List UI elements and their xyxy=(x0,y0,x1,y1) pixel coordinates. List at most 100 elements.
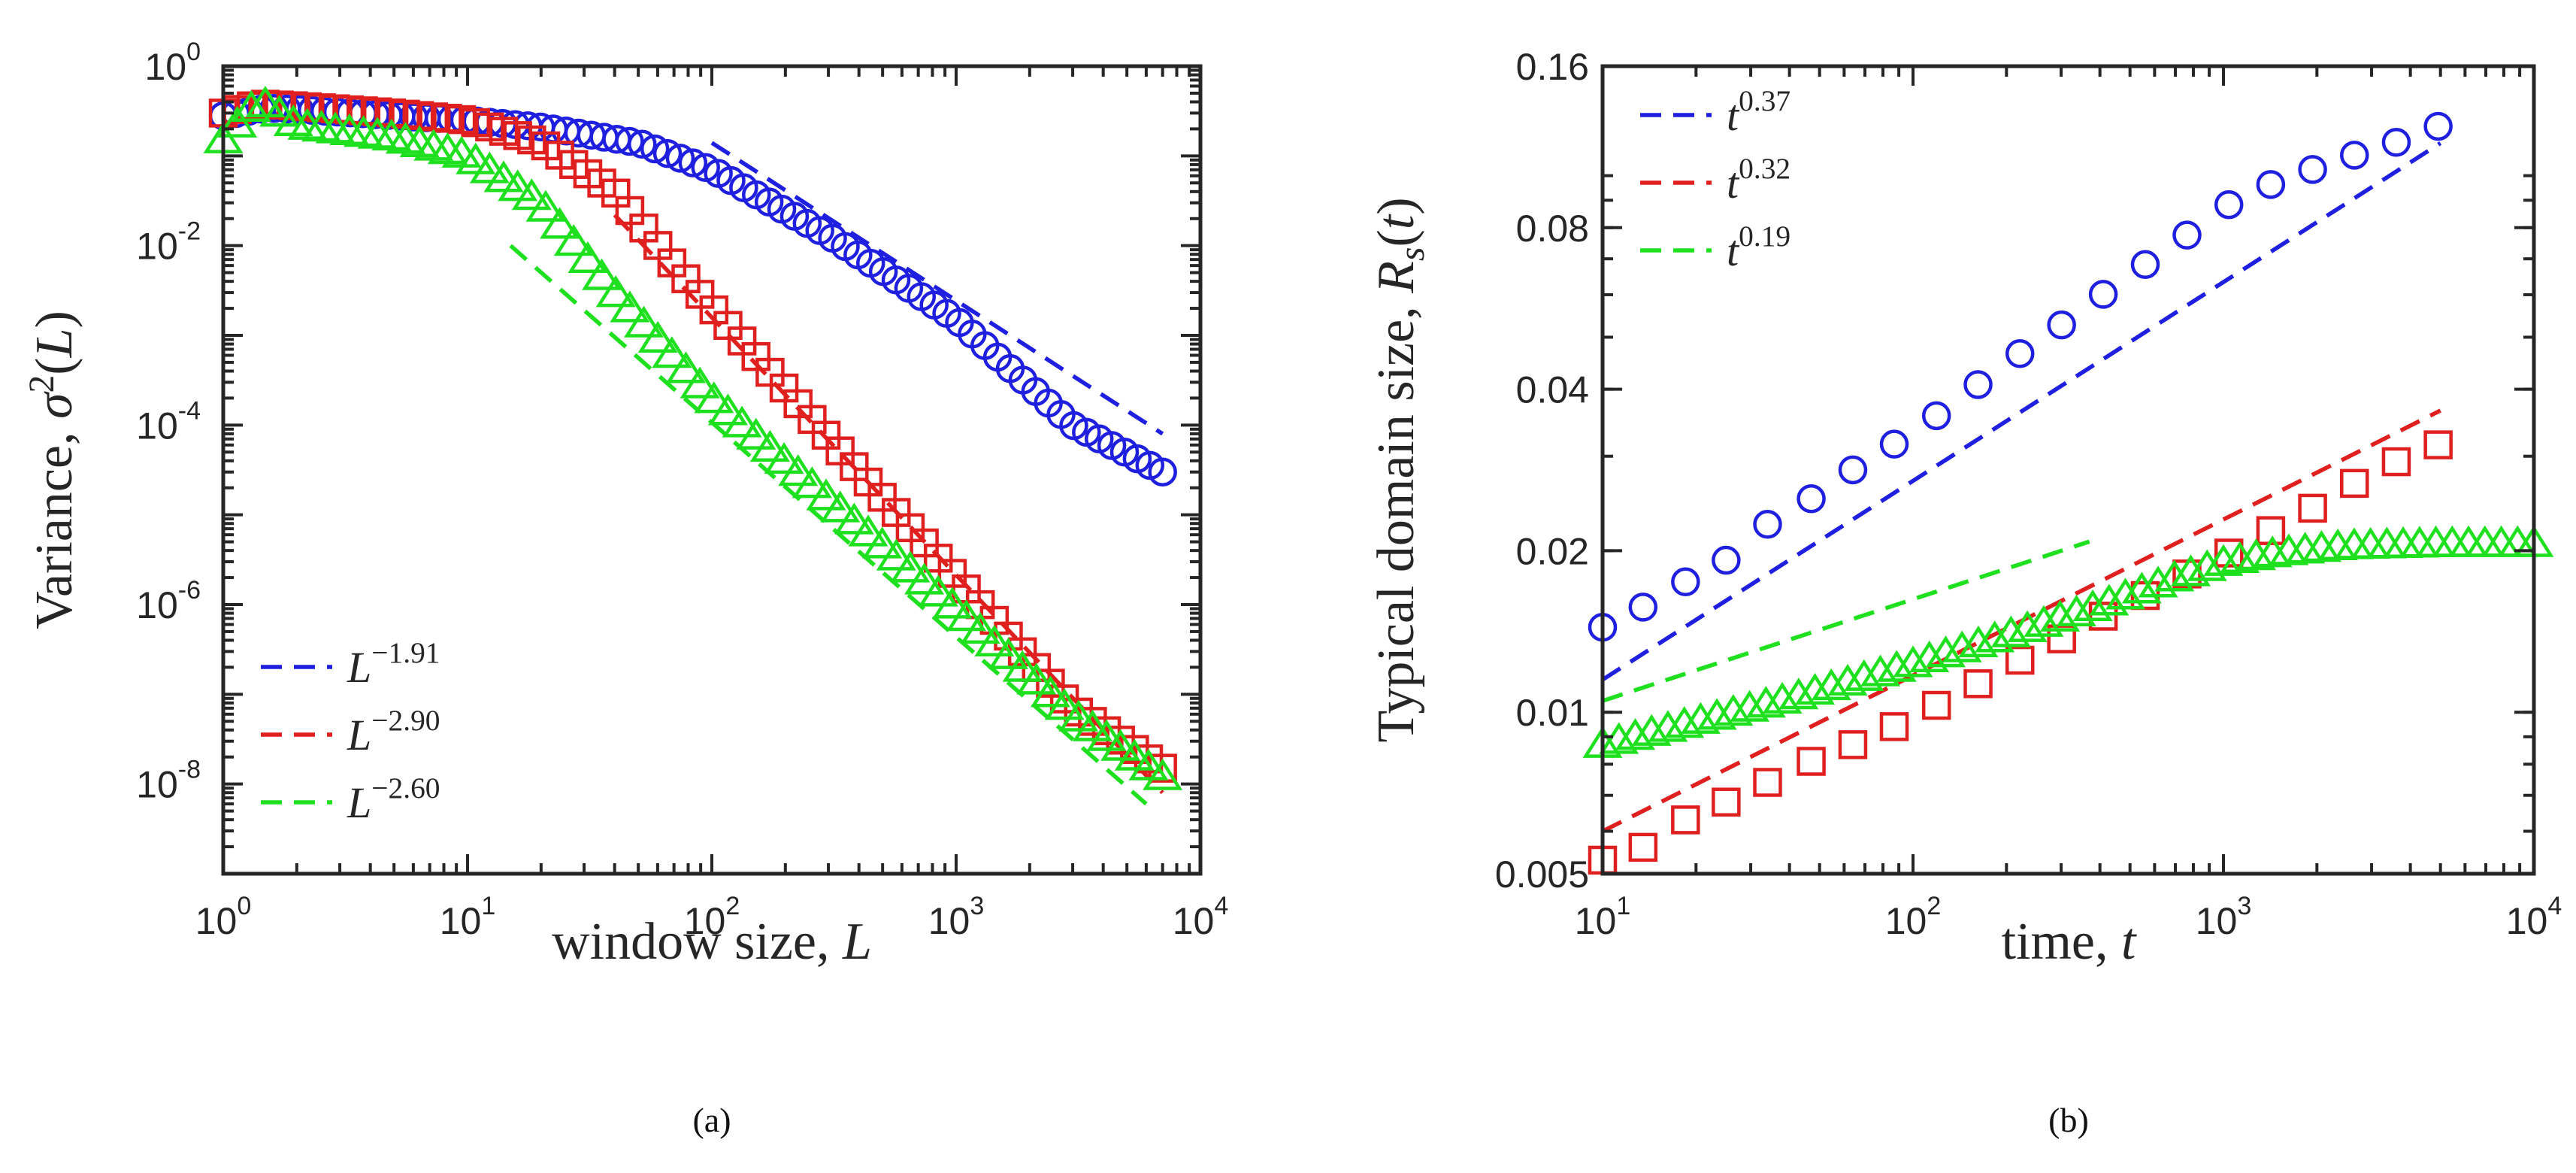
legend-label: L−1.91 xyxy=(347,636,440,692)
panel-a-data-points xyxy=(203,85,1183,790)
legend-label: t0.32 xyxy=(1727,152,1790,208)
data-point-green xyxy=(1827,663,1868,696)
series-red xyxy=(1588,430,2453,875)
x-tick-label: 101 xyxy=(1575,892,1631,942)
data-point-green xyxy=(2089,583,2130,616)
data-point-green xyxy=(2105,577,2146,610)
data-point-green xyxy=(904,562,945,595)
fit-line-l-2-90 xyxy=(613,213,1164,795)
data-point-green xyxy=(1893,645,1933,677)
data-point-red xyxy=(2088,602,2118,631)
x-tick-label: 102 xyxy=(1885,892,1942,942)
data-point-green xyxy=(960,611,1000,644)
data-point-red xyxy=(1797,747,1826,776)
data-point-green xyxy=(680,366,720,399)
y-tick-label: 0.02 xyxy=(1516,530,1589,572)
panel-b-x-axis-label: time, t xyxy=(2002,913,2137,971)
x-tick-label: 103 xyxy=(928,892,985,942)
data-point-green xyxy=(722,405,762,438)
data-point-green xyxy=(1664,706,1705,738)
data-point-blue xyxy=(652,138,683,168)
data-point-green xyxy=(217,105,258,138)
data-point-green xyxy=(736,417,776,450)
data-point-green xyxy=(694,381,734,414)
data-point-red xyxy=(1753,768,1782,797)
data-point-green xyxy=(610,290,650,323)
data-point-green xyxy=(511,178,552,211)
fit-line-t-0-19 xyxy=(1602,539,2090,703)
y-tick-label: 0.01 xyxy=(1516,692,1589,734)
data-point-green xyxy=(1844,659,1884,691)
data-point-green xyxy=(890,550,931,583)
y-tick-label: 10-2 xyxy=(136,217,201,268)
data-point-green xyxy=(231,89,271,122)
data-point-blue xyxy=(1963,370,1993,399)
data-point-green xyxy=(483,160,524,192)
data-point-blue xyxy=(1148,457,1177,486)
panel-a-fit-lines xyxy=(509,141,1164,806)
data-point-green xyxy=(245,85,286,118)
data-point-green xyxy=(1958,625,1999,658)
data-point-green xyxy=(1615,718,1655,750)
data-point-blue xyxy=(665,144,695,173)
data-point-red xyxy=(2214,538,2244,568)
x-tick-label: 102 xyxy=(684,892,740,942)
data-point-green xyxy=(2481,525,2522,557)
data-point-green xyxy=(988,637,1029,669)
x-tick-label: 104 xyxy=(1173,892,1229,942)
data-point-blue xyxy=(615,126,644,156)
data-point-green xyxy=(974,624,1015,657)
data-point-green xyxy=(806,478,846,511)
y-tick-label: 10-8 xyxy=(136,756,201,806)
data-point-green xyxy=(1713,693,1754,726)
y-tick-label: 100 xyxy=(144,38,201,88)
data-point-blue xyxy=(1797,483,1826,514)
data-point-green xyxy=(2072,589,2113,622)
data-point-green xyxy=(582,258,622,290)
data-point-blue xyxy=(678,148,708,177)
data-point-blue xyxy=(1712,545,1741,575)
data-point-green xyxy=(525,189,566,222)
data-point-green xyxy=(540,207,580,239)
data-point-green xyxy=(2154,559,2195,592)
data-point-blue xyxy=(2047,310,2076,340)
data-point-green xyxy=(1762,681,1803,714)
data-point-green xyxy=(2138,565,2178,598)
data-point-green xyxy=(2235,538,2276,571)
y-tick-label: 0.005 xyxy=(1495,853,1589,896)
x-tick-label: 104 xyxy=(2506,892,2562,942)
data-point-green xyxy=(834,502,874,535)
data-point-green xyxy=(1631,714,1672,746)
y-tick-label: 10-6 xyxy=(136,576,201,626)
data-point-green xyxy=(2465,525,2505,557)
data-point-blue xyxy=(1628,593,1658,622)
data-point-green xyxy=(2007,610,2048,642)
legend-label: t0.37 xyxy=(1727,84,1790,140)
data-point-green xyxy=(1086,719,1127,751)
data-point-blue xyxy=(1921,401,1951,431)
fit-line-l-2-60 xyxy=(509,244,1148,806)
data-point-green xyxy=(707,393,748,426)
data-point-green xyxy=(2040,599,2081,632)
y-tick-label: 0.08 xyxy=(1516,208,1589,250)
legend-label: L−2.60 xyxy=(347,771,440,827)
data-point-green xyxy=(2203,544,2244,576)
data-point-green xyxy=(1975,620,2015,653)
x-tick-label: 100 xyxy=(195,892,252,942)
data-point-red xyxy=(1712,787,1741,817)
data-point-green xyxy=(1876,650,1917,682)
data-point-blue xyxy=(1879,429,1909,459)
panel-b-domain-size-chart: 101 102 103 104 0.16 0.08 0.04 0.02 0.01 0.005 ti… xyxy=(1367,46,2562,971)
legend-label: L−2.90 xyxy=(347,704,440,759)
data-point-green xyxy=(2056,594,2096,626)
data-point-green xyxy=(1128,748,1169,780)
data-point-green xyxy=(1990,615,2031,647)
data-point-red xyxy=(2298,493,2327,523)
data-point-green xyxy=(1745,686,1786,718)
data-point-green xyxy=(1795,672,1836,705)
data-point-blue xyxy=(1753,510,1782,539)
data-point-blue xyxy=(1838,455,1868,485)
data-point-green xyxy=(1016,662,1057,695)
data-point-green xyxy=(2187,549,2227,581)
